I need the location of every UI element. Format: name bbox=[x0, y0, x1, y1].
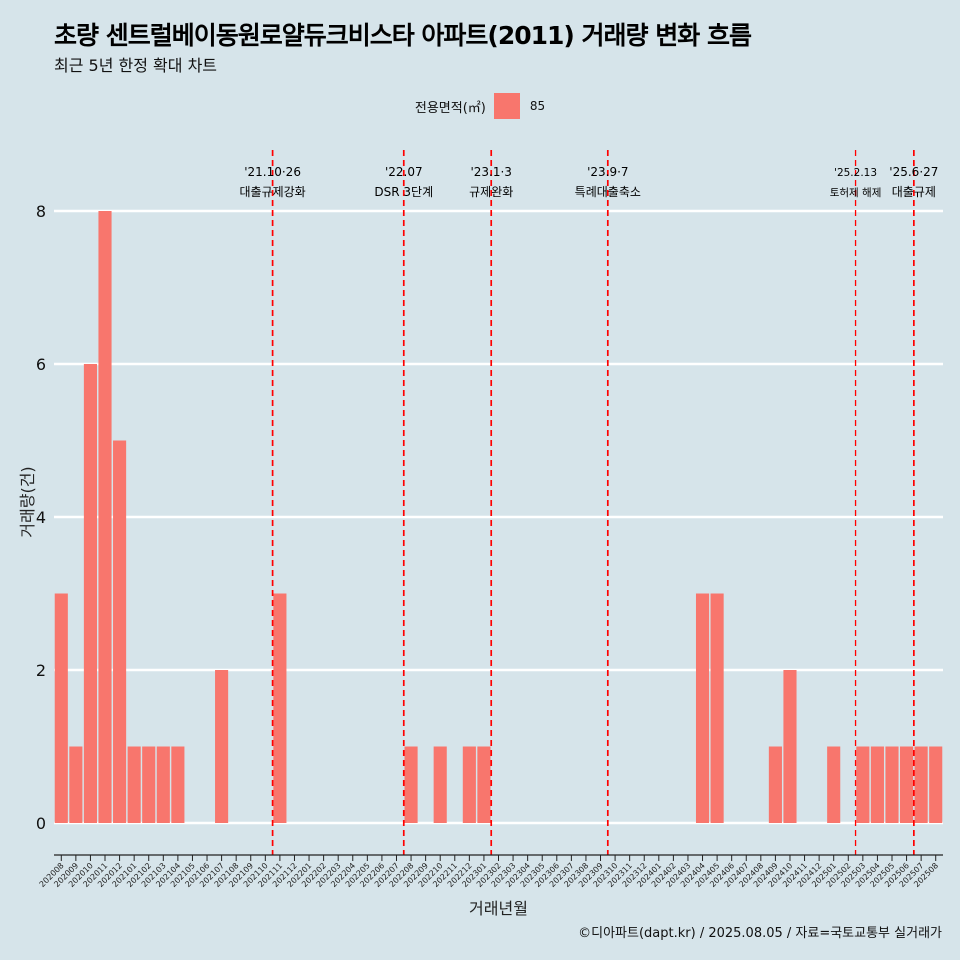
bar bbox=[827, 746, 841, 823]
bar bbox=[171, 746, 185, 823]
bar bbox=[113, 440, 127, 823]
event-name-label: 규제완화 bbox=[469, 185, 513, 199]
bar bbox=[273, 593, 287, 823]
event-name-label: 대출규제강화 bbox=[239, 185, 305, 199]
y-tick-label: 8 bbox=[36, 202, 46, 221]
bar bbox=[870, 746, 884, 823]
bar bbox=[783, 670, 797, 823]
event-name-label: 토허제 해제 bbox=[830, 186, 882, 199]
y-tick-label: 4 bbox=[36, 508, 46, 527]
bar bbox=[856, 746, 870, 823]
event-date-label: '22.07 bbox=[385, 165, 423, 179]
bar bbox=[142, 746, 156, 823]
chart-subtitle: 최근 5년 한정 확대 차트 bbox=[54, 56, 218, 75]
bar bbox=[929, 746, 943, 823]
event-date-label: '23.1·3 bbox=[470, 165, 511, 179]
bar bbox=[215, 670, 229, 823]
source-caption: ©디아파트(dapt.kr) / 2025.08.05 / 자료=국토교통부 실… bbox=[578, 926, 942, 941]
bar bbox=[54, 593, 68, 823]
bar bbox=[404, 746, 418, 823]
legend: 전용면적(㎡) 85 bbox=[0, 93, 960, 119]
bar bbox=[156, 746, 170, 823]
event-date-label: '25.6·27 bbox=[889, 165, 938, 179]
event-date-label: '25.2.13 bbox=[834, 167, 877, 179]
event-date-label: '21.10·26 bbox=[244, 165, 301, 179]
x-axis-title: 거래년월 bbox=[469, 899, 528, 918]
bar bbox=[900, 746, 914, 823]
bar bbox=[127, 746, 141, 823]
y-tick-label: 6 bbox=[36, 355, 46, 374]
bar bbox=[69, 746, 83, 823]
event-name-label: DSR 3단계 bbox=[374, 185, 433, 199]
bar bbox=[83, 364, 97, 823]
legend-title: 전용면적(㎡) bbox=[414, 100, 486, 116]
event-name-label: 특례대출축소 bbox=[575, 185, 641, 199]
bar bbox=[695, 593, 710, 823]
y-axis-title: 거래량(건) bbox=[18, 466, 37, 537]
y-tick-label: 0 bbox=[36, 814, 46, 833]
legend-swatch bbox=[493, 93, 520, 119]
bar bbox=[477, 746, 491, 823]
bar bbox=[98, 211, 112, 823]
bar bbox=[462, 746, 476, 823]
bar bbox=[433, 746, 447, 823]
bar bbox=[885, 746, 899, 823]
legend-label: 85 bbox=[529, 99, 546, 113]
bar bbox=[710, 593, 724, 823]
event-name-label: 대출규제 bbox=[892, 185, 936, 199]
chart-title: 초량 센트럴베이동원로얄듀크비스타 아파트(2011) 거래량 변화 흐름 bbox=[54, 21, 752, 50]
bar bbox=[768, 746, 782, 823]
event-date-label: '23.9·7 bbox=[587, 165, 628, 179]
y-tick-label: 2 bbox=[36, 661, 46, 680]
bar bbox=[914, 746, 928, 823]
